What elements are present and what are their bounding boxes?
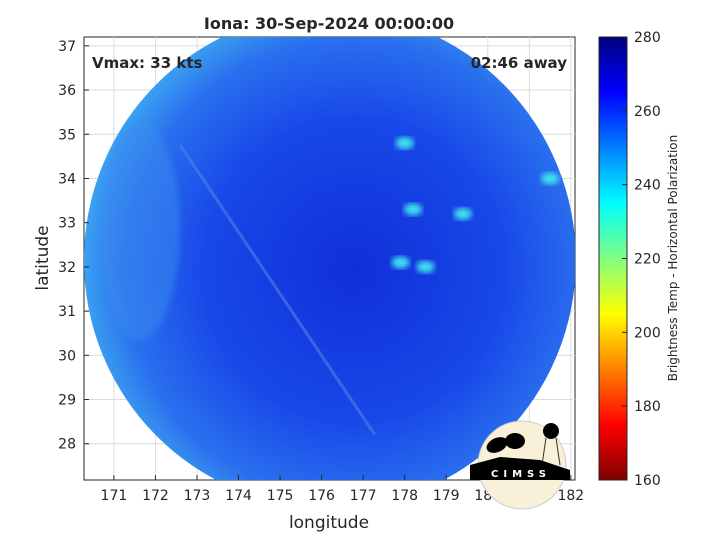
y-tick-label: 29 (58, 393, 76, 409)
colorbar-tick-label: 160 (634, 473, 661, 489)
bright-spot (453, 207, 472, 220)
colorbar-tick-label: 280 (634, 30, 661, 46)
x-tick-label: 177 (350, 488, 377, 504)
bright-spot (416, 260, 435, 273)
x-tick-label: 176 (308, 488, 335, 504)
x-tick-label: 182 (557, 488, 584, 504)
bright-spot (403, 203, 422, 216)
swath-image (84, 37, 575, 480)
bright-spot (391, 256, 410, 269)
vmax-label: Vmax: 33 kts (92, 54, 202, 72)
y-axis-label: latitude (33, 225, 53, 290)
colorbar-tick-label: 220 (634, 252, 661, 268)
bright-spot (541, 172, 560, 185)
y-tick-label: 31 (58, 304, 76, 320)
x-tick-label: 178 (391, 488, 418, 504)
colorbar-tick-label: 180 (634, 399, 661, 415)
svg-text:CIMSS: CIMSS (491, 469, 551, 480)
x-tick-label: 171 (101, 488, 128, 504)
x-tick-label: 173 (184, 488, 211, 504)
cimss-logo: CIMSS (470, 420, 570, 510)
y-tick-label: 28 (58, 437, 76, 453)
colorbar-tick-label: 240 (634, 178, 661, 194)
y-tick-label: 35 (58, 127, 76, 143)
y-tick-label: 32 (58, 260, 76, 276)
x-tick-label: 172 (142, 488, 169, 504)
y-tick-label: 34 (58, 171, 76, 187)
x-tick-label: 174 (225, 488, 252, 504)
x-tick-label: 175 (267, 488, 294, 504)
x-tick-label: 179 (433, 488, 460, 504)
bright-spot (395, 137, 414, 150)
y-tick-label: 37 (58, 39, 76, 55)
outer-band (100, 120, 180, 340)
y-tick-label: 33 (58, 216, 76, 232)
x-axis-label: longitude (289, 513, 369, 533)
colorbar-tick-label: 260 (634, 104, 661, 120)
time-away-label: 02:46 away (471, 54, 568, 72)
scan-artifact (178, 144, 377, 436)
chart-title: Iona: 30-Sep-2024 00:00:00 (204, 14, 454, 33)
y-tick-label: 36 (58, 83, 76, 99)
y-tick-label: 30 (58, 348, 76, 364)
colorbar-label: Brightness Temp - Horizontal Polarizatio… (666, 135, 680, 382)
colorbar-tick-label: 200 (634, 325, 661, 341)
